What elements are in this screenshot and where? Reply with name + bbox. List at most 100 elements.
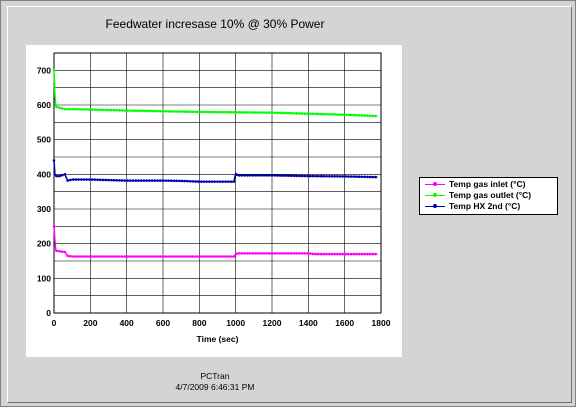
series-point-2 bbox=[118, 179, 121, 182]
series-point-1 bbox=[118, 109, 121, 112]
series-point-2 bbox=[371, 175, 375, 179]
series-point-2 bbox=[338, 175, 342, 178]
series-point-0 bbox=[169, 255, 173, 258]
series-point-2 bbox=[153, 179, 157, 182]
series-point-2 bbox=[172, 179, 176, 183]
series-point-0 bbox=[186, 255, 189, 258]
series-point-2 bbox=[107, 178, 110, 182]
footer-timestamp: 4/7/2009 6:46:31 PM bbox=[175, 382, 255, 392]
series-point-2 bbox=[131, 179, 135, 182]
series-point-1 bbox=[71, 107, 75, 111]
series-point-0 bbox=[281, 252, 285, 255]
series-point-1 bbox=[208, 110, 211, 114]
series-point-0 bbox=[251, 252, 255, 255]
x-tick-label: 1400 bbox=[299, 318, 318, 328]
series-point-2 bbox=[374, 175, 377, 179]
series-point-0 bbox=[107, 255, 110, 258]
series-point-2 bbox=[55, 174, 59, 178]
series-point-2 bbox=[115, 178, 118, 182]
y-tick-label: 0 bbox=[46, 308, 51, 318]
series-point-2 bbox=[270, 174, 274, 177]
series-point-2 bbox=[58, 174, 61, 178]
series-point-0 bbox=[55, 249, 59, 253]
series-point-1 bbox=[69, 107, 72, 111]
series-point-2 bbox=[191, 180, 195, 183]
series-point-0 bbox=[131, 255, 135, 258]
x-tick-label: 400 bbox=[120, 318, 134, 328]
series-point-1 bbox=[88, 108, 91, 111]
series-point-0 bbox=[172, 255, 176, 258]
series-point-0 bbox=[137, 255, 140, 258]
series-point-2 bbox=[224, 180, 227, 183]
series-point-2 bbox=[257, 174, 260, 177]
series-point-2 bbox=[82, 178, 86, 181]
series-point-1 bbox=[145, 109, 148, 113]
series-point-0 bbox=[66, 254, 69, 258]
series-point-0 bbox=[267, 252, 271, 255]
series-point-1 bbox=[169, 110, 173, 113]
series-point-0 bbox=[85, 255, 88, 258]
y-tick-label: 300 bbox=[37, 204, 51, 214]
series-point-0 bbox=[216, 255, 219, 258]
series-point-2 bbox=[308, 174, 312, 178]
series-point-2 bbox=[71, 178, 75, 181]
series-point-1 bbox=[58, 106, 61, 110]
x-axis-title: Time (sec) bbox=[197, 334, 239, 344]
series-point-0 bbox=[88, 255, 91, 258]
series-point-0 bbox=[69, 254, 72, 258]
series-point-2 bbox=[210, 180, 214, 183]
series-point-1 bbox=[148, 109, 151, 113]
series-point-0 bbox=[63, 250, 67, 254]
series-point-0 bbox=[109, 255, 113, 258]
series-point-0 bbox=[240, 252, 244, 255]
series-point-0 bbox=[254, 252, 257, 255]
series-point-1 bbox=[371, 114, 375, 118]
series-point-1 bbox=[254, 111, 257, 114]
series-point-0 bbox=[308, 252, 312, 255]
series-point-1 bbox=[292, 111, 296, 115]
series-point-0 bbox=[148, 255, 151, 258]
series-point-2 bbox=[254, 174, 257, 177]
series-point-0 bbox=[52, 225, 56, 228]
series-point-1 bbox=[221, 110, 225, 114]
series-point-1 bbox=[295, 112, 298, 115]
series-point-2 bbox=[85, 178, 88, 181]
x-tick-label: 1600 bbox=[335, 318, 354, 328]
series-point-2 bbox=[327, 174, 331, 178]
series-point-2 bbox=[218, 180, 222, 183]
legend: Temp gas inlet (°C) Temp gas outlet (°C)… bbox=[419, 177, 558, 215]
series-point-0 bbox=[210, 255, 214, 258]
series-point-2 bbox=[314, 174, 317, 178]
plot-panel: 0 100 200 300 400 500 600 700 0 200 400 600 800 1000 1… bbox=[26, 45, 402, 357]
y-tick-label: 500 bbox=[37, 135, 51, 145]
series-point-2 bbox=[77, 178, 80, 181]
series-point-0 bbox=[156, 255, 159, 258]
series-point-2 bbox=[259, 174, 263, 177]
series-point-0 bbox=[197, 255, 200, 258]
series-point-0 bbox=[120, 255, 124, 258]
series-point-1 bbox=[186, 110, 189, 114]
series-point-0 bbox=[167, 255, 170, 258]
series-point-0 bbox=[208, 255, 211, 258]
legend-item-gas-inlet: Temp gas inlet (°C) bbox=[420, 179, 557, 190]
series-point-1 bbox=[74, 107, 78, 111]
legend-label-gas-outlet: Temp gas outlet (°C) bbox=[449, 190, 532, 200]
legend-marker-gas-inlet bbox=[433, 182, 437, 186]
series-point-1 bbox=[284, 111, 287, 115]
series-point-0 bbox=[183, 255, 187, 258]
series-point-1 bbox=[257, 111, 260, 114]
series-point-1 bbox=[276, 111, 279, 115]
series-point-1 bbox=[267, 111, 271, 114]
series-point-2 bbox=[366, 175, 369, 179]
series-point-1 bbox=[240, 111, 244, 114]
series-point-1 bbox=[205, 110, 208, 114]
series-point-1 bbox=[235, 110, 238, 114]
series-point-0 bbox=[79, 255, 83, 258]
series-point-1 bbox=[126, 109, 129, 112]
series-point-1 bbox=[357, 114, 361, 117]
x-tick-label: 600 bbox=[156, 318, 170, 328]
series-point-1 bbox=[101, 108, 105, 112]
legend-item-gas-outlet: Temp gas outlet (°C) bbox=[420, 190, 557, 201]
series-point-0 bbox=[99, 255, 102, 258]
series-point-1 bbox=[246, 111, 249, 114]
